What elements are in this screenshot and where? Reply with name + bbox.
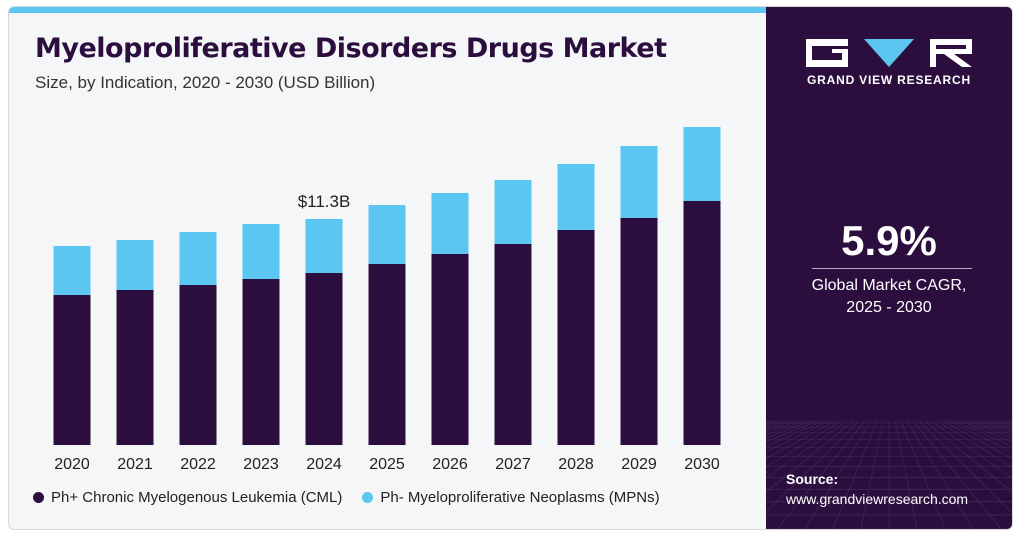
bar-mpn-2021 [116, 240, 154, 290]
cagr-value: 5.9% [841, 217, 937, 264]
bar-cml-2025 [368, 264, 406, 445]
bar-cml-2028 [557, 230, 595, 445]
x-tick-label: 2027 [495, 456, 531, 473]
legend-label-cml: Ph+ Chronic Myelogenous Leukemia (CML) [51, 489, 343, 506]
cagr-divider [812, 268, 972, 269]
x-tick-label: 2029 [621, 456, 657, 473]
bar-cml-2020 [53, 295, 91, 445]
x-tick-label: 2021 [117, 456, 153, 473]
bar-mpn-2020 [53, 246, 91, 295]
cagr-label-line2: 2025 - 2030 [846, 299, 932, 316]
x-tick-label: 2022 [180, 456, 216, 473]
bar-mpn-2028 [557, 164, 595, 230]
cagr-label: Global Market CAGR, 2025 - 2030 [766, 275, 1012, 319]
decorative-mesh [766, 420, 1012, 529]
bar-cml-2027 [494, 244, 532, 445]
bar-mpn-2023 [242, 224, 280, 279]
legend-item-cml: Ph+ Chronic Myelogenous Leukemia (CML) [33, 489, 342, 506]
x-tick-label: 2025 [369, 456, 405, 473]
legend-swatch-cml [33, 492, 44, 503]
x-tick-label: 2020 [54, 456, 90, 473]
source-label: Source: [786, 471, 839, 487]
bar-mpn-2026 [431, 193, 469, 254]
brand-name: GRAND VIEW RESEARCH [807, 73, 971, 87]
grand-view-research-logo-icon [806, 39, 972, 67]
x-tick-label: 2026 [432, 456, 468, 473]
source-link[interactable]: www.grandviewresearch.com [786, 491, 969, 507]
chart-panel: Myeloproliferative Disorders Drugs Marke… [9, 7, 766, 529]
page-title: Myeloproliferative Disorders Drugs Marke… [35, 33, 667, 64]
info-sidebar: GRAND VIEW RESEARCH 5.9% Global Market C… [766, 7, 1012, 529]
bar-mpn-2024 [305, 219, 343, 273]
stacked-bar-chart: 2020 2021 2022 2023 2024 $11.3B 2025 2026 2027 20… [53, 127, 721, 473]
x-tick-label: 2024 [306, 456, 342, 473]
bar-cml-2029 [620, 218, 658, 445]
x-tick-label: 2030 [684, 456, 720, 473]
cagr-label-line1: Global Market CAGR, [811, 277, 967, 294]
bar-cml-2023 [242, 279, 280, 445]
bar-mpn-2029 [620, 146, 658, 218]
legend-label-mpn: Ph- Myeloproliferative Neoplasms (MPNs) [380, 489, 660, 506]
bar-cml-2024 [305, 273, 343, 445]
legend-item-mpn: Ph- Myeloproliferative Neoplasms (MPNs) [362, 489, 660, 506]
bar-mpn-2025 [368, 205, 406, 264]
bar-cml-2022 [179, 285, 217, 445]
bar-mpn-2027 [494, 180, 532, 244]
bar-cml-2026 [431, 254, 469, 445]
data-label-2024: $11.3B [298, 192, 351, 211]
x-tick-label: 2028 [558, 456, 594, 473]
chart-subtitle: Size, by Indication, 2020 - 2030 (USD Bi… [35, 73, 376, 92]
bar-cml-2030 [683, 201, 721, 445]
chart-legend: Ph+ Chronic Myelogenous Leukemia (CML) P… [33, 489, 660, 506]
bar-mpn-2030 [683, 127, 721, 201]
legend-swatch-mpn [362, 492, 374, 503]
accent-bar [9, 7, 766, 13]
bar-cml-2021 [116, 290, 154, 445]
x-tick-label: 2023 [243, 456, 279, 473]
infographic-card: Myeloproliferative Disorders Drugs Marke… [8, 6, 1013, 530]
bar-mpn-2022 [179, 232, 217, 285]
